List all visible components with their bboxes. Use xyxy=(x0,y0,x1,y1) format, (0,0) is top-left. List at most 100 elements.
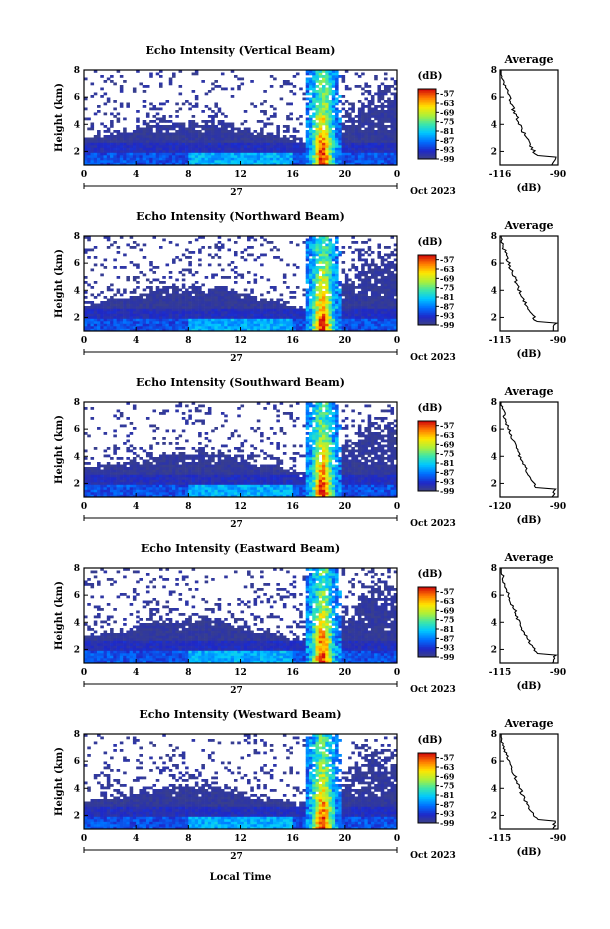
heatmap-cell xyxy=(367,112,372,116)
heatmap-cell xyxy=(162,469,166,473)
heatmap-cell xyxy=(142,477,147,480)
heatmap-cell xyxy=(110,142,114,146)
heatmap-cell xyxy=(318,75,323,78)
colorbar-swatch xyxy=(418,155,436,158)
heatmap-cell xyxy=(227,293,232,297)
heatmap-cell xyxy=(172,316,176,319)
heatmap-cell xyxy=(168,140,173,143)
heatmap-cell xyxy=(393,286,398,289)
heatmap-cell xyxy=(374,130,378,133)
heatmap-cell xyxy=(158,328,163,332)
heatmap-cell xyxy=(351,266,355,269)
heatmap-cell xyxy=(211,318,215,322)
heatmap-cell xyxy=(211,288,215,292)
heatmap-cell xyxy=(266,160,271,163)
heatmap-cell xyxy=(348,107,352,111)
heatmap-cell xyxy=(119,301,124,304)
heatmap-cell xyxy=(367,288,372,292)
heatmap-cell xyxy=(315,313,320,317)
heatmap-cell xyxy=(191,402,196,405)
heatmap-cell xyxy=(181,482,186,485)
heatmap-cell xyxy=(279,145,284,148)
heatmap-cell xyxy=(97,308,101,312)
heatmap-cell xyxy=(364,308,368,312)
heatmap-cell xyxy=(338,328,342,332)
heatmap-cell xyxy=(312,82,316,86)
heatmap-cell xyxy=(308,122,313,126)
heatmap-cell xyxy=(142,311,147,314)
heatmap-cell xyxy=(113,494,117,498)
heatmap-cell xyxy=(214,115,218,118)
heatmap-cell xyxy=(289,117,293,121)
heatmap-cell xyxy=(383,303,388,307)
heatmap-cell xyxy=(191,464,196,468)
heatmap-cell xyxy=(390,132,395,136)
heatmap-cell xyxy=(266,241,271,244)
heatmap-cell xyxy=(227,162,232,166)
heatmap-cell xyxy=(119,318,124,322)
heatmap-cell xyxy=(318,323,323,327)
heatmap-cell xyxy=(119,313,124,317)
heatmap-cell xyxy=(214,311,218,314)
heatmap-cell xyxy=(204,147,209,151)
heatmap-cell xyxy=(136,318,140,322)
heatmap-cell xyxy=(224,135,228,138)
heatmap-cell xyxy=(233,316,238,319)
heatmap-cell xyxy=(377,137,381,141)
heatmap-cell xyxy=(168,469,173,473)
heatmap-cell xyxy=(129,160,134,163)
heatmap-cell xyxy=(370,130,375,133)
heatmap-cell xyxy=(207,90,212,93)
heatmap-cell xyxy=(149,494,153,498)
heatmap-cell xyxy=(110,296,114,299)
heatmap-cell xyxy=(325,313,329,317)
heatmap-cell xyxy=(338,306,342,309)
heatmap-cell xyxy=(237,157,241,161)
heatmap-cell xyxy=(390,278,395,282)
y-tick-label: 8 xyxy=(74,66,80,76)
heatmap-cell xyxy=(136,142,140,146)
heatmap-cell xyxy=(201,152,205,156)
heatmap-cell xyxy=(87,311,91,314)
heatmap-cell xyxy=(263,326,267,329)
heatmap-cell xyxy=(393,293,398,297)
heatmap-cell xyxy=(383,306,388,309)
heatmap-cell xyxy=(188,464,192,468)
heatmap-cell xyxy=(299,140,303,143)
heatmap-cell xyxy=(335,253,339,257)
heatmap-cell xyxy=(370,301,375,304)
heatmap-cell xyxy=(178,160,183,163)
heatmap-cell xyxy=(149,321,153,324)
heatmap-cell xyxy=(331,125,336,128)
heatmap-cell xyxy=(370,263,375,267)
heatmap-cell xyxy=(364,261,368,264)
heatmap-cell xyxy=(106,469,111,473)
heatmap-cell xyxy=(152,489,157,493)
heatmap-cell xyxy=(335,135,339,138)
heatmap-cell xyxy=(331,303,336,307)
heatmap-cell xyxy=(364,157,368,161)
heatmap-cell xyxy=(152,464,157,468)
heatmap-cell xyxy=(357,301,362,304)
heatmap-cell xyxy=(175,484,179,488)
heatmap-cell xyxy=(338,311,342,314)
heatmap-cell xyxy=(201,494,205,498)
colorbar-swatch xyxy=(418,288,436,291)
heatmap-cell xyxy=(110,482,114,485)
heatmap-cell xyxy=(335,303,339,307)
heatmap-cell xyxy=(168,489,173,493)
heatmap-cell xyxy=(129,140,134,143)
heatmap-cell xyxy=(341,311,346,314)
heatmap-cell xyxy=(344,298,349,302)
heatmap-cell xyxy=(364,117,368,121)
heatmap-cell xyxy=(106,311,111,314)
heatmap-cell xyxy=(145,487,150,490)
heatmap-cell xyxy=(387,130,391,133)
heatmap-cell xyxy=(116,145,121,148)
heatmap-cell xyxy=(217,135,222,138)
heatmap-cell xyxy=(172,318,176,322)
heatmap-cell xyxy=(357,122,362,126)
heatmap-cell xyxy=(142,127,147,131)
heatmap-cell xyxy=(295,311,300,314)
heatmap-cell xyxy=(145,112,150,116)
